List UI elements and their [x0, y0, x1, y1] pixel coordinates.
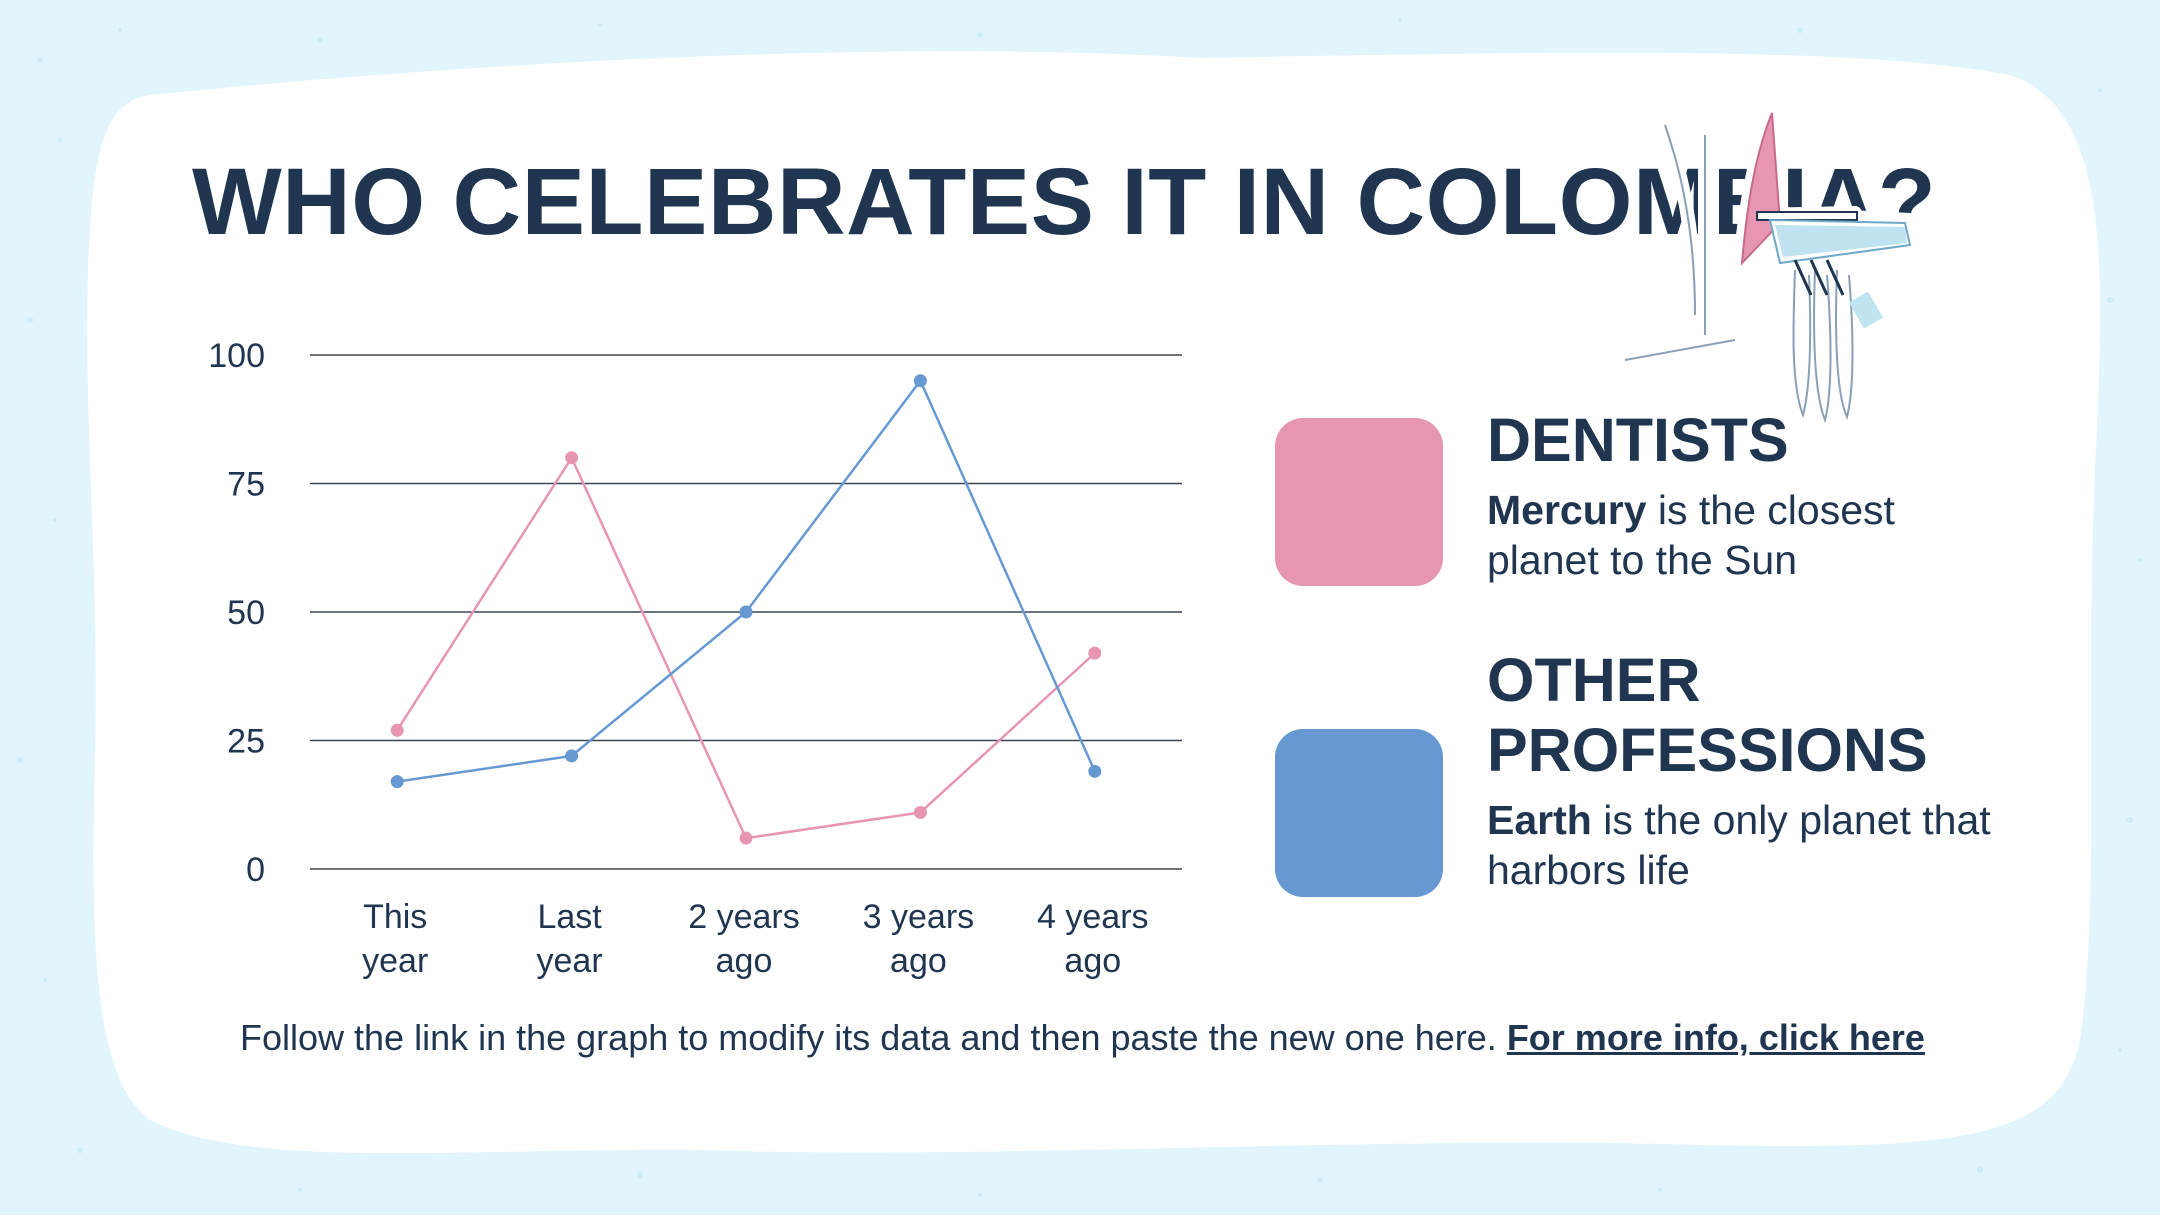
dentists-title: DENTISTS	[1487, 406, 1789, 474]
dental-chair-icon	[1618, 108, 1922, 432]
dentists-bold-word: Mercury	[1487, 487, 1647, 533]
x-tick-label: year	[537, 942, 603, 980]
footer-note: Follow the link in the graph to modify i…	[240, 1017, 1925, 1059]
dentists-swatch	[1275, 418, 1443, 586]
other-professions-title: OTHER PROFESSIONS	[1487, 646, 1928, 784]
x-tick-label: ago	[716, 942, 773, 980]
x-tick-label: 3 years	[863, 898, 975, 936]
data-point	[390, 723, 404, 737]
y-tick-label: 50	[227, 594, 265, 632]
data-point	[565, 451, 579, 465]
x-tick-label: Last	[537, 898, 602, 936]
data-point	[913, 374, 927, 388]
other-professions-description: Earth is the only planet that harbors li…	[1487, 795, 2007, 895]
data-point	[1088, 764, 1102, 778]
x-tick-label: This	[363, 898, 427, 936]
data-point	[913, 805, 927, 819]
more-info-link[interactable]: For more info, click here	[1506, 1017, 1925, 1058]
y-tick-label: 75	[227, 466, 265, 504]
x-tick-label: year	[362, 942, 428, 980]
data-point	[565, 749, 579, 763]
data-point	[390, 775, 404, 789]
y-tick-label: 25	[227, 723, 265, 761]
data-point	[739, 605, 753, 619]
page-title: WHO CELEBRATES IT IN COLOMBIA?	[192, 149, 1937, 255]
series-line	[396, 455, 1096, 840]
y-tick-label: 0	[246, 851, 265, 889]
other-professions-swatch	[1275, 729, 1443, 897]
dentists-description: Mercury is the closest planet to the Sun	[1487, 485, 2007, 585]
dentists-text: is the closest planet to the Sun	[1487, 487, 1895, 583]
series-line	[397, 378, 1096, 783]
other-professions-bold-word: Earth	[1487, 797, 1592, 843]
y-tick-label: 100	[208, 337, 265, 375]
footer-text: Follow the link in the graph to modify i…	[240, 1017, 1497, 1058]
other-professions-text: is the only planet that harbors life	[1487, 797, 1991, 893]
data-point	[739, 831, 753, 845]
x-tick-label: ago	[890, 942, 947, 980]
x-tick-label: 4 years	[1037, 898, 1149, 936]
data-point	[1088, 646, 1102, 660]
x-tick-label: ago	[1064, 942, 1121, 980]
x-tick-label: 2 years	[688, 898, 800, 936]
